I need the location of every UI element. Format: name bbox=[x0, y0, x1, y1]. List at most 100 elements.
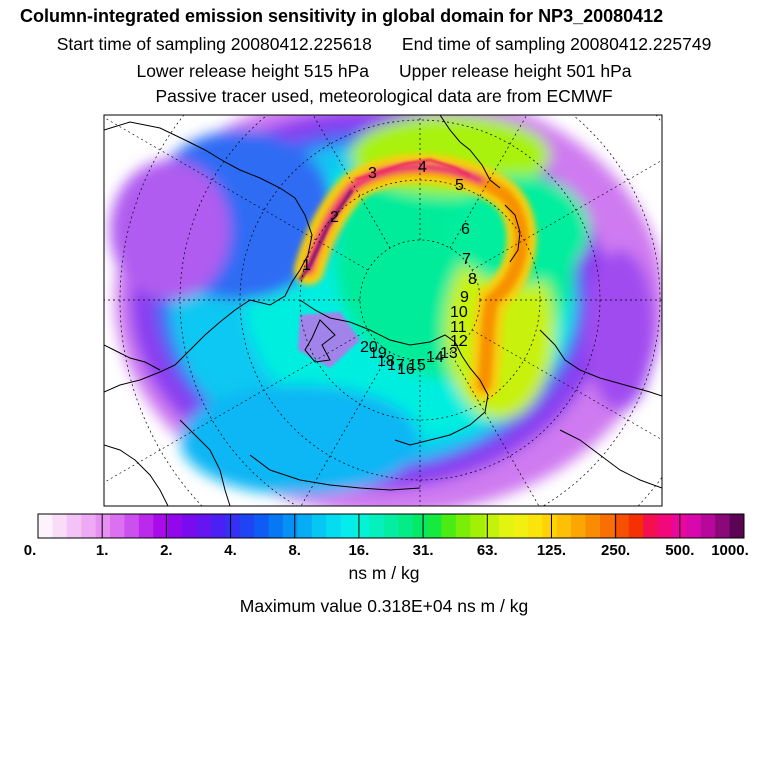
maximum-value: Maximum value 0.318E+04 ns m / kg bbox=[239, 596, 529, 616]
coast-southwest bbox=[179, 419, 231, 506]
colorbar-tick-label: 63. bbox=[477, 542, 498, 559]
coast-archipelago bbox=[304, 319, 336, 363]
trajectory-label: 3 bbox=[368, 165, 377, 182]
field-west-purple bbox=[110, 160, 230, 300]
field-east-purple bbox=[585, 250, 655, 410]
colorbar-tick-label: 125. bbox=[537, 542, 566, 559]
colorbar-cell bbox=[527, 514, 543, 538]
trajectory-label: 13 bbox=[440, 345, 458, 362]
colorbar-cell bbox=[110, 514, 125, 538]
colorbar-cell bbox=[268, 514, 284, 538]
colorbar-cell bbox=[383, 514, 399, 538]
end-time-label: End time of sampling 20080412.225749 bbox=[401, 34, 712, 54]
chart-title: Column-integrated emission sensitivity i… bbox=[20, 6, 664, 26]
colorbar-cell bbox=[513, 514, 529, 538]
tracer-info: Passive tracer used, meteorological data… bbox=[155, 86, 613, 106]
trajectory-label: 19 bbox=[369, 345, 387, 362]
colorbar-cell bbox=[398, 514, 414, 538]
colorbar-cell bbox=[556, 514, 572, 538]
trajectory-label: 2 bbox=[330, 209, 339, 226]
coast-eurasia-north bbox=[299, 299, 489, 446]
colorbar-tick-label: 1000. bbox=[711, 542, 749, 559]
colorbar-tick-label: 2. bbox=[160, 542, 173, 559]
coast-scandinavia bbox=[504, 204, 521, 263]
trajectory-label: 1 bbox=[302, 257, 311, 274]
trajectory-label: 10 bbox=[450, 304, 468, 321]
colorbar-tick-label: 16. bbox=[348, 542, 369, 559]
colorbar-cell bbox=[412, 514, 428, 538]
colorbar-cell bbox=[124, 514, 140, 538]
colorbar-cell bbox=[628, 514, 644, 538]
trajectory-label: 20 bbox=[360, 339, 378, 356]
colorbar-tick-label: 0. bbox=[24, 542, 37, 559]
colorbar-cell bbox=[311, 514, 327, 538]
trajectory-label: 12 bbox=[450, 333, 468, 350]
colorbar-cell bbox=[427, 514, 442, 538]
coast-north-america-west bbox=[104, 121, 313, 393]
colorbar-cell bbox=[686, 514, 702, 538]
coast-siberia bbox=[249, 454, 421, 491]
colorbar-tick-labels: 0. 1. 2. 4. 8. 16. 31. 63. 125. 250. 500. 1000. bbox=[24, 542, 749, 559]
colorbar-cell bbox=[196, 514, 212, 538]
sampling-times: Start time of sampling 20080412.225618 En… bbox=[0, 34, 768, 55]
meridian-line bbox=[104, 329, 369, 483]
colorbar-units: ns m / kg bbox=[348, 563, 420, 583]
meridian-line bbox=[104, 117, 369, 271]
colorbar-cell bbox=[239, 514, 255, 538]
start-time-label: Start time of sampling 20080412.225618 bbox=[56, 34, 372, 54]
map-frame bbox=[103, 114, 663, 507]
colorbar-cell bbox=[369, 514, 385, 538]
colorbar-cell bbox=[643, 514, 659, 538]
colorbar-cell bbox=[182, 514, 197, 538]
colorbar-cell bbox=[138, 514, 154, 538]
colorbar-tick-label: 8. bbox=[288, 542, 301, 559]
trajectory-label: 18 bbox=[377, 353, 395, 370]
trajectory-label: 14 bbox=[426, 349, 444, 366]
trajectory-label: 8 bbox=[468, 271, 477, 288]
colorbar-cell bbox=[484, 514, 500, 538]
colorbar-cell bbox=[657, 514, 673, 538]
colorbar-tick-label: 1. bbox=[96, 542, 109, 559]
coast-alaska bbox=[104, 344, 161, 371]
colorbar-ticks bbox=[101, 514, 681, 538]
coast-europe bbox=[439, 115, 501, 189]
colorbar-cell bbox=[441, 514, 457, 538]
trajectory-label: 17 bbox=[387, 357, 405, 374]
colorbar-cell bbox=[167, 514, 183, 538]
coast-southeast bbox=[559, 429, 662, 489]
colorbar-cell bbox=[340, 514, 356, 538]
colorbar-cell bbox=[499, 514, 514, 538]
colorbar-tick-label: 250. bbox=[601, 542, 630, 559]
lower-release-label: Lower release height 515 hPa bbox=[136, 61, 369, 81]
trajectory-core-red bbox=[354, 158, 471, 182]
coastlines bbox=[104, 115, 662, 506]
colorbar-cell bbox=[354, 514, 370, 538]
colorbar-cell bbox=[455, 514, 471, 538]
colorbar-cell bbox=[153, 514, 169, 538]
trajectory-label: 11 bbox=[450, 319, 467, 336]
colorbar-cell bbox=[81, 514, 97, 538]
colorbar-cell bbox=[254, 514, 270, 538]
field-south-cyan bbox=[180, 385, 420, 495]
release-heights: Lower release height 515 hPa Upper releas… bbox=[0, 61, 768, 82]
colorbar: 0. 1. 2. 4. 8. 16. 31. 63. 125. 250. 500. 1000. bbox=[24, 513, 749, 559]
colorbar-cell bbox=[66, 514, 82, 538]
colorbar-cell bbox=[542, 514, 558, 538]
colorbar-cells bbox=[38, 514, 745, 538]
colorbar-cell bbox=[225, 514, 241, 538]
colorbar-cell bbox=[95, 514, 111, 538]
trajectory-label: 9 bbox=[460, 289, 469, 306]
colorbar-tick-label: 4. bbox=[224, 542, 237, 559]
colorbar-cell bbox=[715, 514, 731, 538]
coast-east bbox=[539, 329, 662, 397]
trajectory-core-dark bbox=[298, 189, 354, 281]
upper-release-label: Upper release height 501 hPa bbox=[399, 61, 632, 81]
trajectory-core-magenta bbox=[305, 163, 484, 274]
trajectory-label: 16 bbox=[397, 361, 415, 378]
trajectory-label: 15 bbox=[408, 357, 426, 374]
colorbar-cell bbox=[571, 514, 587, 538]
colorbar-cell bbox=[326, 514, 342, 538]
